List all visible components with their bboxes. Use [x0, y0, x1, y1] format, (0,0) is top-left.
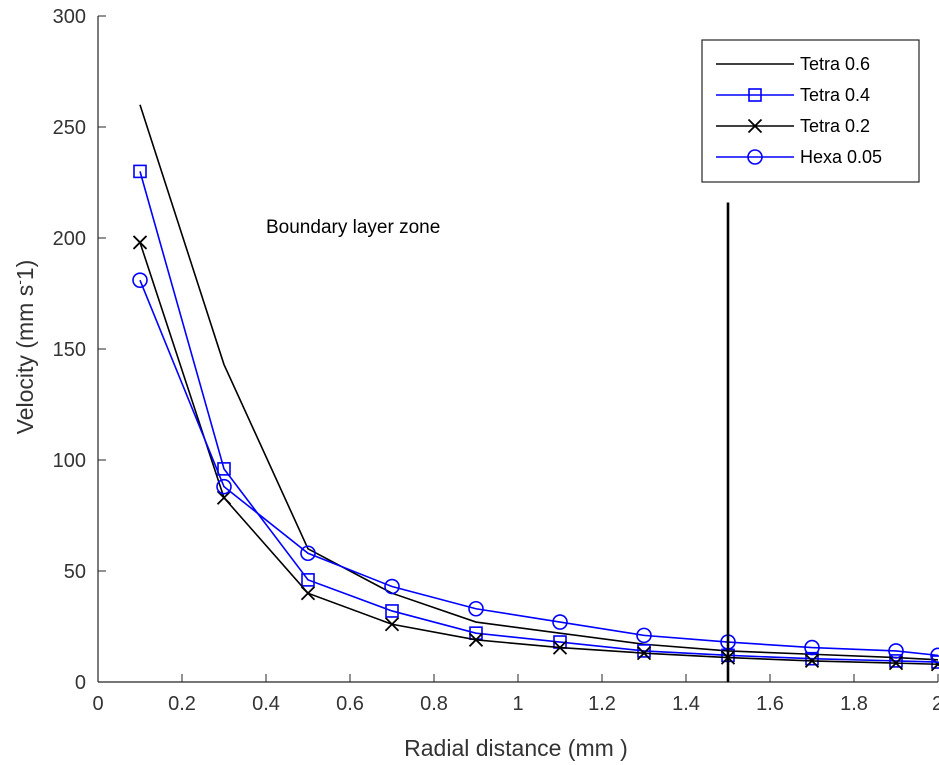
legend-entry: Tetra 0.4	[716, 85, 870, 105]
data-point	[889, 654, 903, 668]
x-axis-title: Radial distance (mm )	[404, 735, 628, 761]
data-point	[133, 164, 147, 179]
x-tick-label: 1.2	[588, 693, 616, 715]
x-tick-label: 0.2	[168, 693, 196, 715]
data-point	[888, 655, 904, 671]
legend-entry: Hexa 0.05	[716, 147, 882, 167]
legend-marker	[748, 88, 762, 102]
x-tick-label: 1	[512, 693, 523, 715]
data-point	[552, 614, 568, 630]
data-point	[636, 646, 652, 661]
data-point	[384, 578, 400, 595]
data-point	[132, 235, 148, 250]
series-line	[139, 104, 939, 661]
x-tick-label: 0	[92, 693, 103, 715]
annotation-layer: Boundary layer zone	[266, 202, 730, 682]
data-point	[804, 639, 820, 656]
x-tick-label: 0.4	[252, 693, 280, 715]
y-tick-label: 250	[53, 117, 86, 139]
data-point	[804, 653, 820, 669]
legend-label: Tetra 0.2	[800, 116, 870, 136]
x-tick-label: 0.8	[420, 693, 448, 715]
data-point	[300, 545, 316, 562]
data-point	[216, 490, 232, 505]
data-point	[300, 586, 316, 601]
x-tick-label: 0.6	[336, 693, 364, 715]
legend-label: Hexa 0.05	[800, 147, 882, 167]
data-point	[636, 627, 652, 644]
series-line	[139, 279, 939, 657]
x-tick-label: 2	[932, 693, 939, 715]
y-tick-label: 0	[75, 672, 86, 694]
legend: Tetra 0.6 Tetra 0.4 Tetra 0.2 Hexa 0.05	[701, 39, 920, 183]
series-line	[139, 171, 939, 663]
y-tick-label: 50	[64, 561, 86, 583]
x-tick-label: 1.4	[672, 693, 700, 715]
legend-label: Tetra 0.6	[800, 54, 870, 74]
data-point	[217, 462, 231, 476]
y-tick-label: 150	[53, 339, 86, 361]
data-point	[132, 272, 148, 288]
y-tick-label: 200	[53, 228, 86, 250]
data-point	[637, 644, 651, 658]
data-point	[930, 647, 939, 664]
series-tetra-0-6	[139, 104, 939, 661]
legend-marker	[747, 118, 763, 134]
y-tick-label: 300	[53, 6, 86, 28]
data-point	[385, 604, 399, 618]
data-point	[552, 640, 568, 655]
data-point	[931, 655, 939, 669]
axes: 0 0.2 0.4 0.6 0.8 1 1.2 1.4 1.6 1.8 2 0 50 100 150 200 2…	[11, 6, 939, 761]
data-point	[468, 600, 484, 617]
data-point	[888, 643, 904, 659]
series-line	[139, 242, 939, 666]
y-tick-label: 100	[53, 450, 86, 472]
x-tick-label: 1.8	[840, 693, 868, 715]
data-point	[468, 632, 484, 647]
legend-label: Tetra 0.4	[800, 85, 870, 105]
series-layer	[132, 104, 939, 672]
data-point	[384, 617, 400, 632]
series-hexa-0-05	[132, 272, 939, 664]
y-axis-title: Velocity (mm s-1)	[11, 260, 38, 435]
data-point	[216, 478, 232, 495]
series-tetra-0-4	[133, 164, 939, 669]
legend-marker	[747, 149, 763, 165]
x-tick-label: 1.6	[756, 693, 784, 715]
legend-entry: Tetra 0.6	[716, 54, 870, 74]
data-point	[805, 651, 819, 666]
boundary-layer-label: Boundary layer zone	[266, 217, 440, 238]
data-point	[301, 573, 315, 587]
legend-entry: Tetra 0.2	[716, 116, 870, 136]
series-tetra-0-2	[132, 235, 939, 672]
